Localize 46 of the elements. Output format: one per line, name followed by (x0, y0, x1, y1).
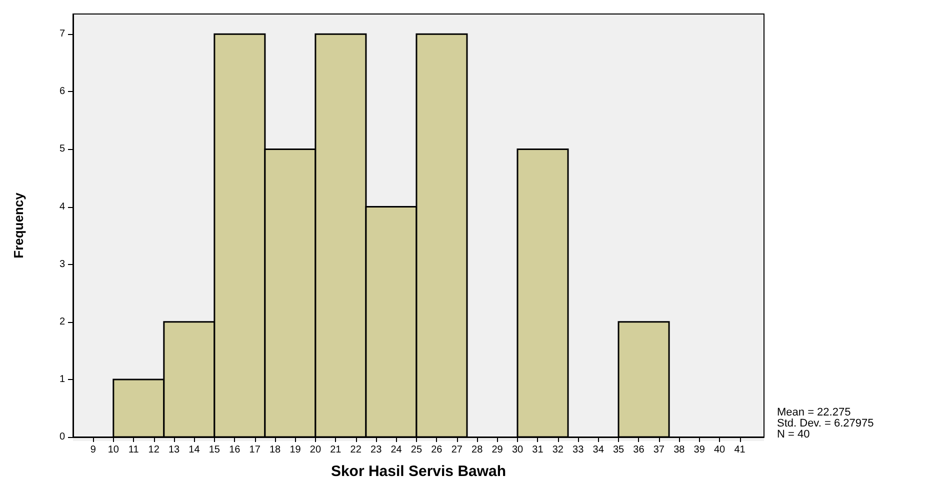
y-tick-label: 2 (59, 316, 66, 328)
x-tick-label: 19 (290, 444, 302, 456)
x-tick-label: 33 (572, 444, 584, 456)
x-tick-label: 25 (410, 444, 422, 456)
x-tick-label: 18 (269, 444, 282, 456)
y-tick-label: 4 (59, 201, 66, 212)
x-tick-label: 31 (532, 444, 544, 456)
x-tick-label: 17 (249, 444, 261, 456)
x-tick-label: 14 (188, 444, 200, 456)
x-tick-label: 16 (229, 444, 241, 456)
x-tick-label: 35 (612, 444, 625, 456)
x-tick-label: 27 (451, 444, 463, 456)
x-tick-label: 11 (128, 444, 140, 456)
x-tick-label: 39 (694, 444, 706, 456)
x-tick-label: 22 (350, 444, 362, 456)
x-tick-label: 38 (674, 444, 686, 456)
y-tick-label: 3 (59, 258, 66, 270)
text: N = 40 (777, 428, 810, 440)
x-tick-label: 12 (148, 444, 160, 456)
x-tick-label: 34 (592, 444, 604, 456)
y-axis-title: Frequency (11, 192, 26, 258)
x-tick-label: 37 (653, 444, 665, 456)
x-tick-label: 13 (168, 444, 180, 456)
x-tick-label: 30 (512, 444, 524, 456)
x-tick-label: 23 (370, 444, 382, 456)
x-tick-label: 29 (492, 444, 504, 456)
x-tick-label: 36 (633, 444, 645, 456)
x-tick-label: 21 (330, 444, 342, 456)
x-tick-label: 9 (90, 444, 96, 456)
x-tick-label: 24 (390, 444, 402, 456)
text: Std. Dev. = 6.27975 (777, 418, 874, 430)
x-tick-label: 15 (208, 444, 220, 456)
x-axis-title: Skor Hasil Servis Bawah (330, 463, 506, 480)
x-tick-label: 10 (108, 444, 120, 456)
y-tick-label: 6 (59, 86, 66, 98)
x-tick-label: 20 (310, 444, 322, 456)
y-tick-label: 0 (59, 432, 66, 442)
text: Mean = 22.275 (777, 406, 851, 418)
x-tick-label: 26 (431, 444, 443, 456)
x-tick-label: 40 (714, 444, 726, 456)
y-tick-label: 5 (59, 144, 66, 155)
y-tick-label: 7 (59, 28, 66, 40)
y-tick-label: 1 (59, 374, 66, 385)
x-tick-label: 41 (734, 444, 746, 456)
x-tick-label: 32 (552, 444, 564, 456)
x-tick-label: 28 (472, 444, 484, 456)
